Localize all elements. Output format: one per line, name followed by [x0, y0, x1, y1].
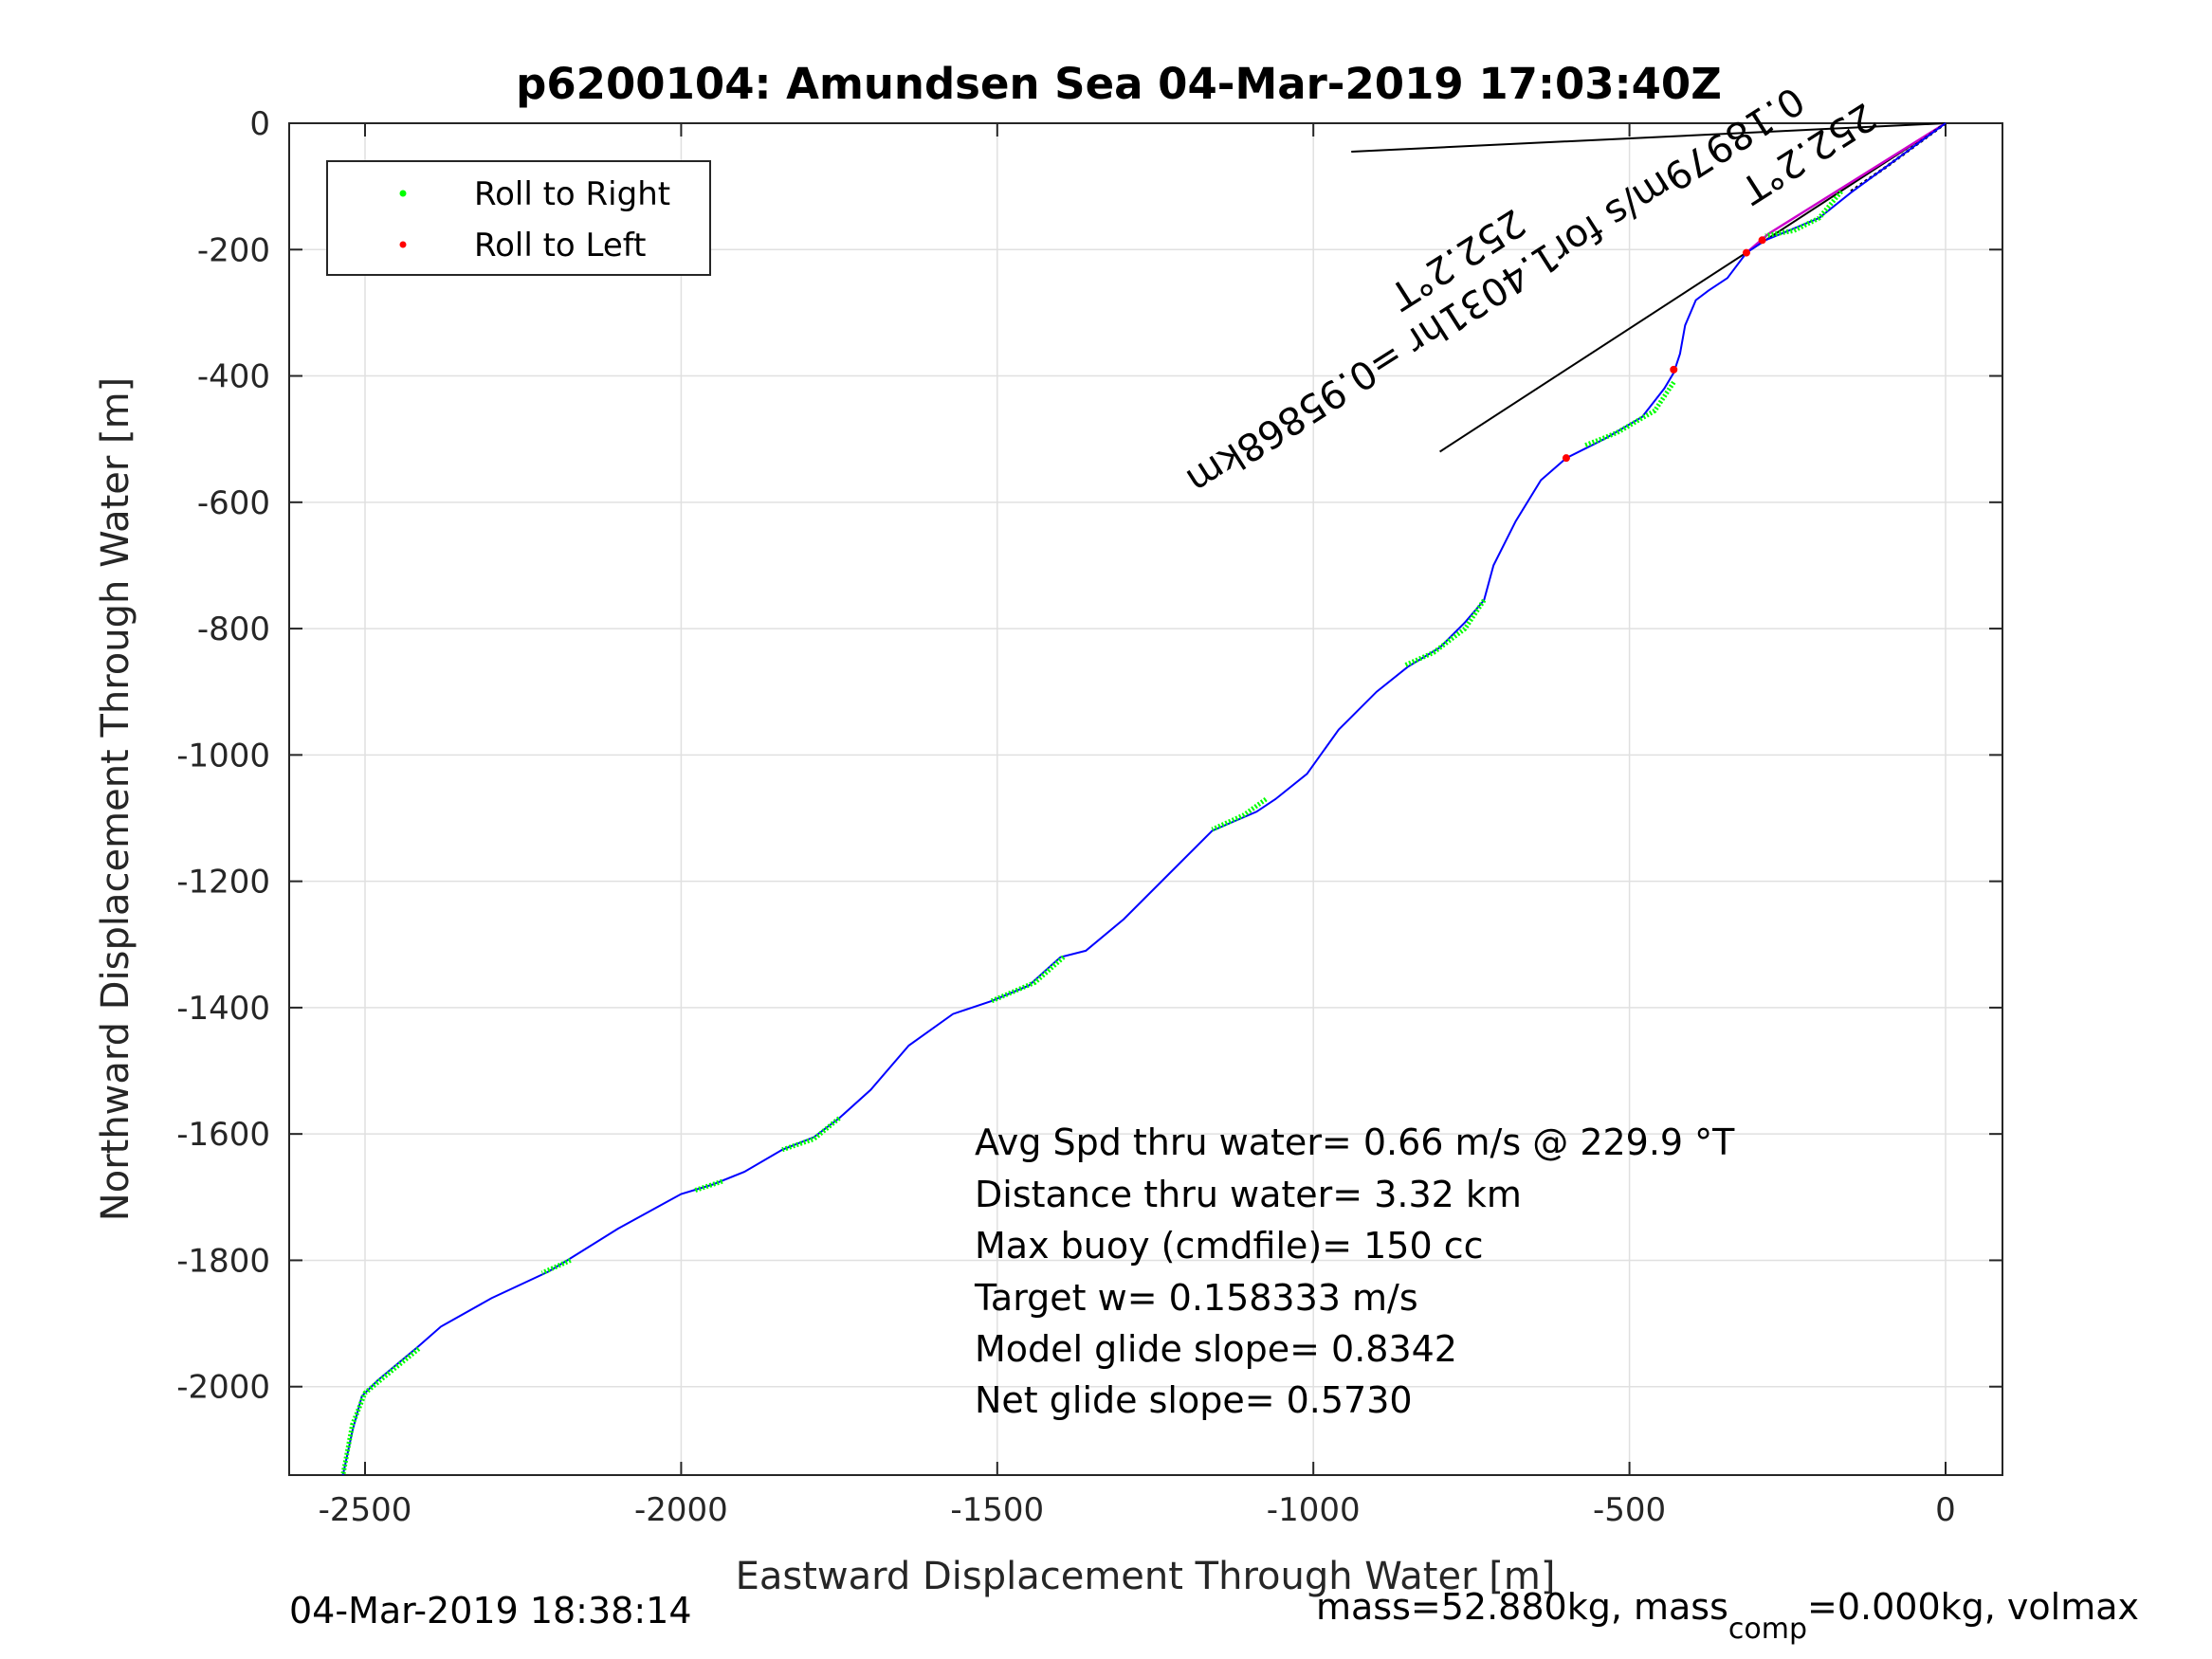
roll-left-point	[1742, 248, 1750, 257]
current-vector-line	[1351, 122, 1947, 153]
data-layer	[340, 121, 1947, 1476]
y-tick-label: -800	[197, 611, 270, 648]
legend-label-roll-left: Roll to Left	[474, 227, 647, 264]
y-tick-label: 0	[249, 105, 270, 143]
legend-box	[326, 160, 711, 276]
x-tick-label: -500	[1593, 1491, 1666, 1529]
roll-left-point	[1562, 454, 1570, 463]
x-tick-label: -2000	[634, 1491, 728, 1529]
roll-right-segment	[990, 955, 1066, 1004]
roll-left-point	[1670, 365, 1678, 374]
plot-frame	[288, 122, 2003, 1476]
roll-right-segment	[1764, 190, 1843, 239]
legend-marker-roll-left	[399, 241, 407, 248]
roll-right-segment	[340, 1346, 421, 1476]
stat-net-glide-slope: Net glide slope= 0.5730	[975, 1379, 1413, 1421]
y-tick-label: -1600	[176, 1116, 270, 1154]
legend: Roll to Right Roll to Left	[326, 160, 711, 276]
roll-right-segment	[1403, 598, 1487, 667]
stat-avg-speed: Avg Spd thru water= 0.66 m/s @ 229.9 °T	[975, 1121, 1735, 1163]
y-axis-label: Northward Displacement Through Water [m]	[94, 377, 137, 1221]
y-tick-label: -1400	[176, 990, 270, 1028]
footer-mass-info: mass=52.880kg, masscomp=0.000kg, volmax	[1316, 1586, 2139, 1646]
legend-marker-roll-right	[399, 190, 407, 197]
stats-annotations: Avg Spd thru water= 0.66 m/s @ 229.9 °T …	[974, 1121, 1735, 1421]
footer-timestamp: 04-Mar-2019 18:38:14	[289, 1590, 692, 1632]
ticks: -2500 -2000 -1500 -1000 -500 0 0 -200 -400 -600 -8…	[176, 105, 2002, 1529]
y-tick-label: -600	[197, 484, 270, 522]
x-axis-label: Eastward Displacement Through Water [m]	[736, 1555, 1556, 1598]
chart-title: p6200104: Amundsen Sea 04-Mar-2019 17:03…	[516, 59, 1722, 109]
y-tick-label: -1200	[176, 864, 270, 902]
footer-mass-prefix: mass=52.880kg, mass	[1316, 1586, 1728, 1628]
roll-right-segment	[540, 1258, 572, 1276]
y-tick-label: -1800	[176, 1242, 270, 1280]
stat-model-glide-slope: Model glide slope= 0.8342	[975, 1328, 1457, 1370]
y-tick-label: -2000	[176, 1369, 270, 1407]
average-heading-line	[1439, 122, 1947, 453]
roll-right-segment	[692, 1178, 723, 1194]
roll-left-point	[1758, 236, 1766, 245]
stat-distance: Distance thru water= 3.32 km	[975, 1174, 1522, 1215]
roll-right-segment	[1211, 796, 1268, 832]
stat-max-buoy: Max buoy (cmdfile)= 150 cc	[975, 1225, 1484, 1267]
roll-right-segment	[1583, 380, 1676, 448]
x-tick-label: 0	[1935, 1491, 1956, 1529]
stat-target-w: Target w= 0.158333 m/s	[974, 1277, 1418, 1319]
y-tick-label: -200	[197, 231, 270, 269]
footer-mass-sub: comp	[1728, 1613, 1807, 1646]
footer-mass-suffix: =0.000kg, volmax	[1807, 1586, 2139, 1628]
x-tick-label: -1000	[1267, 1491, 1361, 1529]
glider-track-line	[341, 122, 1947, 1476]
y-tick-label: -400	[197, 358, 270, 396]
x-tick-label: -2500	[319, 1491, 412, 1529]
legend-label-roll-right: Roll to Right	[474, 175, 670, 213]
x-tick-label: -1500	[950, 1491, 1044, 1529]
y-tick-label: -1000	[176, 737, 270, 775]
